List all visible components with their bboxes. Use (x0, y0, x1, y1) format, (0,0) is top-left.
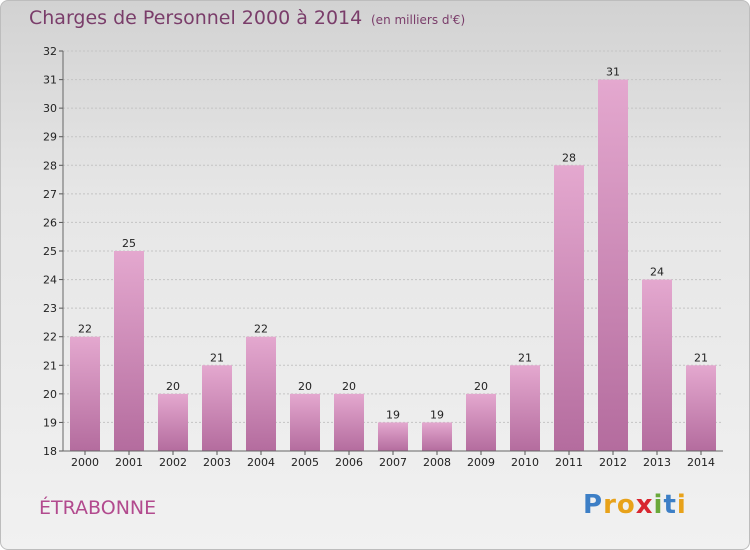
x-tick-label: 2003 (203, 456, 231, 469)
logo-letter: r (603, 490, 617, 520)
x-tick-label: 2014 (687, 456, 715, 469)
logo-letter: x (635, 490, 654, 520)
bar (378, 422, 408, 451)
x-tick-label: 2006 (335, 456, 363, 469)
bar (598, 79, 628, 452)
data-label: 28 (562, 151, 576, 164)
bar (158, 393, 188, 451)
bar (466, 393, 496, 451)
bar (686, 365, 716, 451)
data-label: 21 (518, 351, 532, 364)
proxiti-logo[interactable]: Proxiti (583, 490, 687, 520)
bar (290, 393, 320, 451)
x-tick-label: 2000 (71, 456, 99, 469)
data-label: 22 (78, 323, 92, 336)
bars: 22 25 20 21 22 20 20 19 19 20 21 28 31 24 21 (70, 66, 716, 452)
bar (202, 365, 232, 451)
chart-subtitle: (en milliers d'€) (371, 13, 466, 27)
y-tick-label: 26 (43, 216, 57, 229)
logo-letter: t (663, 490, 677, 520)
data-label: 20 (166, 380, 180, 393)
data-label: 22 (254, 323, 268, 336)
x-tick-label: 2004 (247, 456, 275, 469)
x-tick-label: 2009 (467, 456, 495, 469)
data-label: 24 (650, 266, 664, 279)
y-tick-label: 29 (43, 131, 57, 144)
chart-title: Charges de Personnel 2000 à 2014 (29, 7, 363, 29)
y-tick-label: 31 (43, 74, 57, 87)
bar (114, 251, 144, 451)
y-tick-label: 25 (43, 245, 57, 258)
data-label: 21 (210, 351, 224, 364)
x-tick-label: 2001 (115, 456, 143, 469)
y-tick-label: 19 (43, 416, 57, 429)
y-tick-label: 18 (43, 445, 57, 458)
data-label: 31 (606, 66, 620, 79)
y-tick-label: 28 (43, 159, 57, 172)
y-tick-label: 30 (43, 102, 57, 115)
y-tick-label: 32 (43, 45, 57, 58)
x-tick-label: 2002 (159, 456, 187, 469)
x-tick-label: 2012 (599, 456, 627, 469)
y-tick-label: 21 (43, 359, 57, 372)
logo-letter: o (616, 490, 636, 520)
bar (422, 422, 452, 451)
data-label: 25 (122, 237, 136, 250)
y-tick-label: 22 (43, 331, 57, 344)
bar (70, 336, 100, 451)
logo-letter: i (676, 490, 687, 520)
axes: 18 19 20 21 22 23 24 25 26 27 28 29 30 31 32 2000 2001 20… (43, 45, 723, 469)
bar (246, 336, 276, 451)
x-tick-label: 2013 (643, 456, 671, 469)
data-label: 21 (694, 351, 708, 364)
bar (554, 165, 584, 452)
data-label: 20 (298, 380, 312, 393)
y-tick-label: 24 (43, 274, 57, 287)
x-tick-label: 2005 (291, 456, 319, 469)
bar (510, 365, 540, 451)
logo-letter: i (653, 490, 664, 520)
data-label: 19 (386, 408, 400, 421)
bar (334, 393, 364, 451)
data-label: 20 (474, 380, 488, 393)
logo-letter: P (583, 490, 604, 520)
commune-name: ÉTRABONNE (39, 497, 157, 519)
y-tick-label: 27 (43, 188, 57, 201)
bar (642, 279, 672, 451)
y-tick-label: 23 (43, 302, 57, 315)
y-tick-label: 20 (43, 388, 57, 401)
data-label: 19 (430, 408, 444, 421)
x-tick-label: 2008 (423, 456, 451, 469)
x-tick-label: 2010 (511, 456, 539, 469)
x-tick-label: 2007 (379, 456, 407, 469)
data-label: 20 (342, 380, 356, 393)
x-tick-label: 2011 (555, 456, 583, 469)
